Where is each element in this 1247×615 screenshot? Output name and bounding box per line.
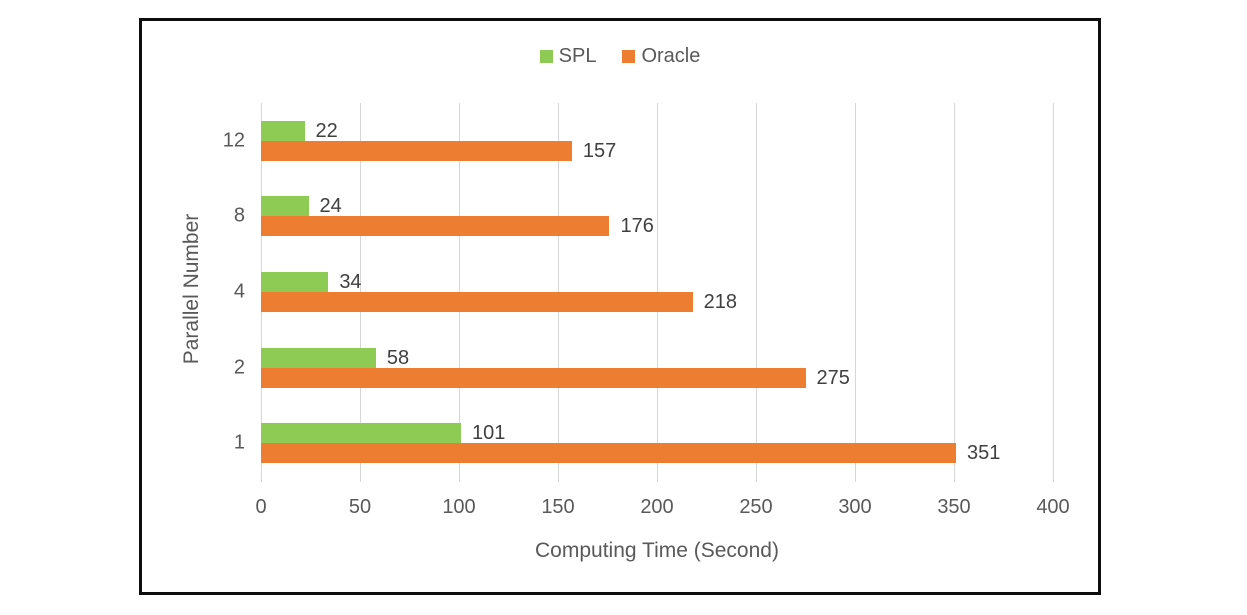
legend-marker-spl-icon [539, 50, 553, 63]
x-tick-label-0: 0 [255, 496, 267, 518]
category-label-1: 1 [233, 431, 245, 454]
bar-line-spl-2: 58 [261, 346, 1053, 369]
bar-oracle-12 [261, 140, 572, 161]
legend-label-spl: SPL [558, 45, 597, 67]
bar-oracle-1 [261, 443, 956, 464]
bar-line-spl-4: 34 [261, 270, 1053, 293]
legend-label-oracle: Oracle [641, 45, 701, 67]
bar-group-2: 2 58 275 [234, 330, 1053, 406]
x-tick-label-50: 50 [348, 496, 372, 518]
bar-line-oracle-8: 176 [261, 215, 1053, 238]
x-tick-label-150: 150 [541, 496, 575, 518]
chart-frame: SPL Oracle Parallel Number 12 22 157 8 24 176… [139, 18, 1101, 595]
bar-line-oracle-12: 157 [261, 139, 1053, 162]
bar-spl-12 [261, 120, 305, 141]
bar-spl-1 [261, 423, 461, 444]
value-label-oracle-4: 218 [703, 290, 737, 313]
legend-item-spl: SPL [539, 45, 597, 68]
gridline-250 [756, 103, 757, 482]
x-tick-label-200: 200 [640, 496, 674, 518]
bar-spl-4 [261, 271, 329, 292]
value-label-oracle-8: 176 [620, 215, 654, 238]
bar-spl-2 [261, 347, 376, 368]
value-label-oracle-2: 275 [816, 366, 850, 389]
category-label-4: 4 [233, 280, 245, 303]
bar-oracle-8 [261, 216, 610, 237]
category-label-2: 2 [233, 356, 245, 379]
bar-oracle-4 [261, 291, 693, 312]
x-axis-title: Computing Time (Second) [535, 539, 779, 562]
value-label-spl-2: 58 [386, 346, 410, 369]
legend-marker-oracle-icon [622, 50, 636, 63]
bar-line-spl-8: 24 [261, 195, 1053, 218]
bar-group-4: 4 34 218 [234, 254, 1053, 330]
legend: SPL Oracle [142, 45, 1098, 68]
legend-item-oracle: Oracle [622, 45, 700, 68]
value-label-oracle-12: 157 [582, 139, 617, 162]
bar-group-8: 8 24 176 [234, 179, 1053, 255]
value-label-spl-4: 34 [339, 270, 362, 293]
gridline-300 [855, 103, 856, 482]
bar-line-spl-1: 101 [261, 422, 1053, 445]
bar-oracle-2 [261, 367, 806, 388]
x-axis-ticks: 0 50 100 150 200 250 300 350 400 [255, 495, 1069, 519]
bar-line-spl-12: 22 [261, 119, 1053, 142]
plot-groups: 12 22 157 8 24 176 4 34 218 2 58 275 1 101 351 [223, 103, 1053, 481]
bar-line-oracle-4: 218 [261, 290, 1053, 313]
category-label-12: 12 [222, 129, 245, 152]
x-tick-label-350: 350 [937, 496, 971, 518]
bar-spl-8 [261, 196, 309, 217]
value-label-spl-8: 24 [319, 195, 342, 218]
y-axis-title: Parallel Number [180, 213, 203, 365]
value-label-spl-1: 101 [471, 422, 506, 445]
gridline-400 [1053, 103, 1054, 482]
x-tick-label-250: 250 [739, 496, 773, 518]
gridline-350 [954, 103, 955, 482]
plot-area: 12 22 157 8 24 176 4 34 218 2 58 275 1 101 351 [223, 103, 1054, 482]
bar-line-oracle-2: 275 [261, 366, 1053, 389]
bar-group-12: 12 22 157 [223, 103, 1053, 179]
bar-group-1: 1 101 351 [234, 405, 1053, 481]
value-label-oracle-1: 351 [966, 442, 1001, 465]
category-label-8: 8 [233, 204, 245, 227]
value-label-spl-12: 22 [315, 119, 338, 142]
x-tick-label-100: 100 [442, 496, 476, 518]
x-tick-label-400: 400 [1036, 496, 1070, 518]
bar-line-oracle-1: 351 [261, 442, 1053, 465]
x-tick-label-300: 300 [838, 496, 872, 518]
